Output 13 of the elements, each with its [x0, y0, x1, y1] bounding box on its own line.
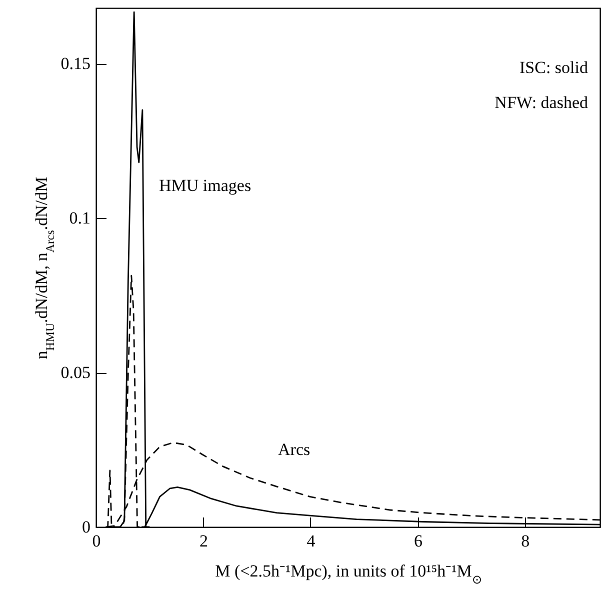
y-tick-label: 0.1: [69, 208, 90, 228]
x-axis-title: M (<2.5h⁻¹Mpc), in units of 10¹⁵h⁻¹M$_{⊙}$: [215, 562, 482, 586]
x-tick-label: 8: [521, 532, 530, 550]
annotation: HMU images: [159, 176, 252, 195]
annotation: ISC: solid: [520, 58, 588, 77]
y-tick-label: 0.15: [60, 54, 90, 74]
x-tick-label: 4: [306, 532, 316, 550]
annotation: NFW: dashed: [494, 93, 588, 112]
y-tick-label: 0: [82, 518, 90, 536]
annotation: Arcs: [278, 440, 310, 459]
y-tick-label: 0.05: [60, 363, 90, 382]
x-tick-label: 2: [199, 532, 208, 550]
x-tick-label: 6: [414, 532, 422, 550]
